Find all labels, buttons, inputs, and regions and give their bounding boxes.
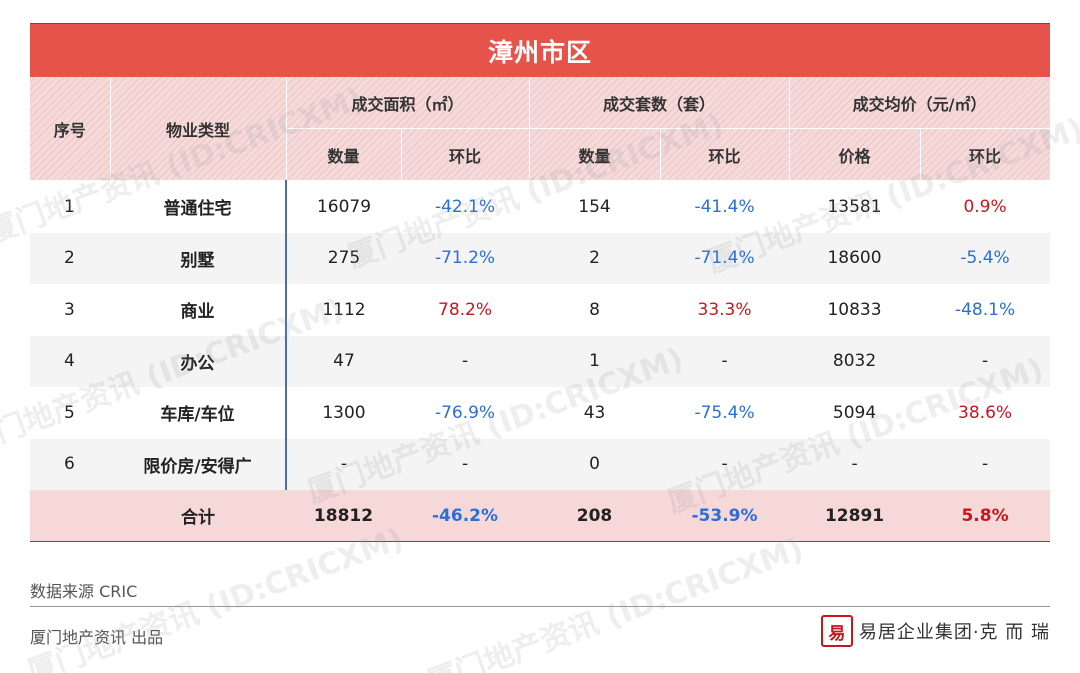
cell-price: 8032	[789, 335, 921, 387]
cell-idx: 6	[30, 438, 110, 490]
cell-price: 10833	[789, 284, 921, 336]
cell-units-mom: -	[660, 438, 790, 490]
header-area-group: 成交面积（㎡）	[286, 77, 530, 129]
cell-total-price: 12891	[789, 490, 921, 542]
header-area-mom: 环比	[401, 128, 530, 181]
header-price-group: 成交均价（元/㎡）	[789, 77, 1051, 129]
cell-total-idx	[30, 490, 110, 542]
cell-units-mom: 33.3%	[660, 284, 790, 336]
cell-total-area: 18812	[286, 490, 401, 542]
cell-units-mom: -41.4%	[660, 180, 790, 233]
seal-icon: 易	[820, 615, 853, 647]
table-title: 漳州市区	[487, 37, 592, 67]
table-title-bar: 漳州市区	[30, 23, 1050, 77]
cell-price: -	[789, 438, 921, 490]
header-price-mom: 环比	[920, 128, 1051, 181]
header-price: 价格	[789, 128, 921, 181]
cell-total-label: 合计	[110, 490, 286, 542]
cell-area-mom: -	[401, 438, 530, 490]
brand-logo: 易 易居企业集团·克 而 瑞	[820, 615, 1050, 647]
cell-type: 办公	[110, 335, 286, 387]
publisher-credit: 厦门地产资讯 出品	[30, 628, 164, 647]
cell-total-area-mom: -46.2%	[401, 490, 530, 542]
table-row: 5 车库/车位 1300 -76.9% 43 -75.4% 5094 38.6%	[30, 387, 1051, 439]
cell-type: 限价房/安得广	[110, 438, 286, 490]
cell-area-mom: -	[401, 335, 530, 387]
table-row: 3 商业 1112 78.2% 8 33.3% 10833 -48.1%	[30, 284, 1051, 336]
header-units-qty: 数量	[529, 128, 661, 181]
cell-units: 2	[529, 232, 661, 284]
cell-idx: 2	[30, 232, 110, 284]
cell-area-mom: -76.9%	[401, 387, 530, 439]
header-area-qty: 数量	[286, 128, 402, 181]
cell-units-mom: -	[660, 335, 790, 387]
table-row: 6 限价房/安得广 - - 0 - - -	[30, 438, 1051, 490]
cell-idx: 3	[30, 284, 110, 336]
cell-area: 275	[285, 232, 401, 284]
table-row: 2 别墅 275 -71.2% 2 -71.4% 18600 -5.4%	[30, 232, 1051, 284]
cell-price-mom: 0.9%	[920, 180, 1051, 233]
header-seq: 序号	[30, 77, 111, 181]
cell-price-mom: -48.1%	[920, 284, 1051, 336]
data-table-container: 漳州市区 序号 物业类型 成交面积（㎡） 成交套数（套） 成交均价（元/㎡） 数…	[30, 23, 1051, 542]
cell-price-mom: -	[920, 335, 1051, 387]
cell-idx: 4	[30, 335, 110, 387]
cell-type: 车库/车位	[110, 387, 286, 439]
cell-area: 16079	[285, 180, 401, 233]
brand-name: 易居企业集团·克 而 瑞	[858, 622, 1050, 643]
cell-area: 47	[285, 335, 401, 387]
header-units-mom: 环比	[660, 128, 790, 181]
cell-units: 43	[529, 387, 661, 439]
cell-price: 18600	[789, 232, 921, 284]
cell-price: 13581	[789, 180, 921, 233]
header-type: 物业类型	[110, 77, 287, 181]
cell-area-mom: -71.2%	[401, 232, 530, 284]
cell-units: 8	[529, 284, 661, 336]
cell-units-mom: -75.4%	[660, 387, 790, 439]
cell-area-mom: 78.2%	[401, 284, 530, 336]
cell-price-mom: -5.4%	[920, 232, 1051, 284]
cell-idx: 5	[30, 387, 110, 439]
cell-type: 别墅	[110, 232, 286, 284]
cell-units: 1	[529, 335, 661, 387]
cell-price: 5094	[789, 387, 921, 439]
total-row: 合计 18812 -46.2% 208 -53.9% 12891 5.8%	[30, 490, 1051, 542]
cell-area: 1112	[285, 284, 401, 336]
cell-units-mom: -71.4%	[660, 232, 790, 284]
cell-price-mom: -	[920, 438, 1051, 490]
data-source-note: 数据来源 CRIC	[30, 582, 138, 601]
cell-type: 商业	[110, 284, 286, 336]
cell-area: 1300	[285, 387, 401, 439]
cell-price-mom: 38.6%	[920, 387, 1051, 439]
cell-total-units: 208	[529, 490, 661, 542]
footer-divider	[30, 606, 1050, 607]
cell-idx: 1	[30, 180, 110, 233]
table-row: 4 办公 47 - 1 - 8032 -	[30, 335, 1051, 387]
cell-area-mom: -42.1%	[401, 180, 530, 233]
cell-total-units-mom: -53.9%	[660, 490, 790, 542]
header-units-group: 成交套数（套）	[529, 77, 790, 129]
cell-units: 154	[529, 180, 661, 233]
cell-area: -	[285, 438, 401, 490]
cell-units: 0	[529, 438, 661, 490]
watermark-text: 厦门地产资讯 (ID:CRICXM)	[422, 531, 808, 673]
table-row: 1 普通住宅 16079 -42.1% 154 -41.4% 13581 0.9…	[30, 180, 1051, 233]
cell-total-price-mom: 5.8%	[920, 490, 1051, 542]
sales-table: 序号 物业类型 成交面积（㎡） 成交套数（套） 成交均价（元/㎡） 数量 环比 …	[30, 77, 1051, 542]
cell-type: 普通住宅	[110, 180, 286, 233]
